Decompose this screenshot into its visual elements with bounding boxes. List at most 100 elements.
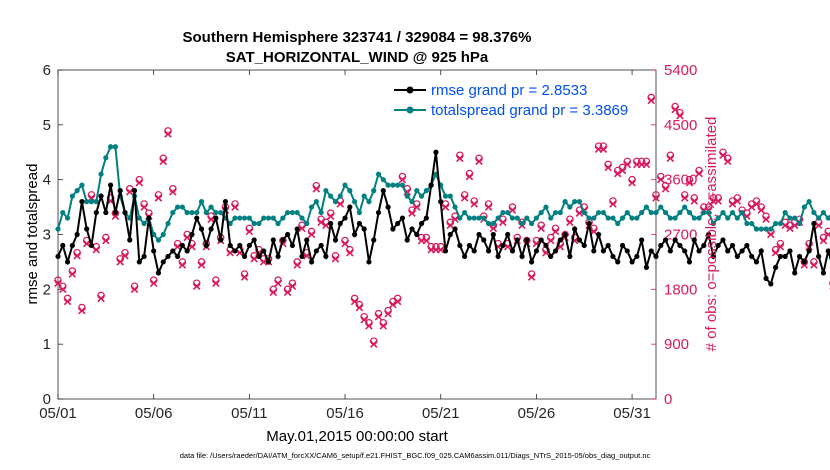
totalspread-point (820, 209, 827, 216)
totalspread-point (414, 188, 420, 194)
totalspread-point (634, 215, 640, 221)
totalspread-point (773, 220, 779, 227)
rmse-point (399, 215, 406, 221)
rmse-point (763, 275, 769, 281)
rmse-point (452, 226, 458, 232)
totalspread-point (787, 215, 793, 221)
obs-assimilated-point (78, 306, 86, 315)
rmse-point (170, 248, 176, 254)
totalspread-point (696, 215, 702, 221)
totalspread-point (165, 220, 171, 227)
obs-assimilated-point (298, 224, 306, 233)
obs-assimilated-point (293, 261, 301, 269)
obs-assimilated-point (413, 203, 421, 211)
obs-assimilated-point (68, 270, 77, 278)
rmse-point (261, 248, 267, 254)
rmse-point (227, 242, 233, 249)
obs-assimilated-point (546, 236, 555, 245)
totalspread-point (749, 220, 755, 227)
totalspread-point (356, 209, 362, 216)
obs-assimilated-point (661, 185, 670, 193)
obs-assimilated-point (379, 322, 388, 330)
rmse-point (749, 253, 755, 260)
rmse-point (414, 231, 420, 238)
obs-assimilated-point (771, 249, 780, 257)
totalspread-point (514, 215, 520, 221)
rmse-point (538, 237, 544, 243)
rmse-point (796, 253, 803, 260)
rmse-point (265, 259, 272, 265)
rmse-point (514, 237, 520, 243)
totalspread-point (375, 171, 382, 177)
totalspread-point (543, 204, 549, 210)
rmse-point (782, 253, 788, 260)
totalspread-point (710, 220, 717, 227)
obs-assimilated-point (551, 227, 560, 236)
totalspread-point (218, 209, 224, 216)
obs-assimilated-point (790, 221, 799, 230)
totalspread-point (380, 177, 386, 183)
totalspread-point (246, 215, 252, 221)
obs-assimilated-point (623, 160, 632, 169)
totalspread-point (299, 215, 305, 221)
totalspread-point (615, 220, 621, 227)
rmse-point (643, 264, 650, 270)
rmse-point (701, 242, 707, 249)
obs-assimilated-point (537, 224, 545, 233)
obs-assimilated-point (97, 294, 105, 303)
rmse-point (773, 264, 779, 270)
totalspread-point (490, 220, 496, 227)
obs-assimilated-point (250, 255, 258, 263)
totalspread-point (586, 215, 592, 221)
rmse-point (825, 248, 830, 254)
totalspread-point (825, 215, 830, 221)
obs-assimilated-point (657, 175, 665, 184)
totalspread-point (481, 215, 487, 221)
y-right-tick-label: 1800 (664, 281, 697, 298)
y-right-tick-label: 0 (664, 391, 672, 408)
rmse-point (160, 259, 166, 265)
totalspread-point (538, 209, 544, 216)
rmse-point (777, 253, 783, 260)
obs-assimilated-point (733, 197, 742, 205)
totalspread-point (232, 215, 238, 221)
rmse-point (658, 242, 664, 249)
rmse-point (696, 248, 702, 254)
rmse-point (337, 220, 343, 227)
totalspread-point (682, 204, 688, 210)
obs-assimilated-point (63, 297, 72, 306)
totalspread-point (347, 188, 353, 194)
rmse-point (64, 259, 71, 265)
obs-assimilated-point (685, 178, 694, 187)
obs-assimilated-point (169, 188, 177, 196)
totalspread-point (108, 144, 114, 150)
totalspread-point (729, 209, 736, 216)
totalspread-point (390, 182, 396, 188)
totalspread-point (404, 193, 410, 199)
rmse-point (395, 220, 401, 227)
obs-assimilated-point (719, 151, 727, 160)
obs-assimilated-point (154, 194, 163, 202)
rmse-point (270, 237, 276, 243)
rmse-point (117, 188, 123, 194)
obs-assimilated-point (671, 105, 679, 114)
rmse-point (232, 248, 238, 254)
rmse-point (184, 248, 190, 254)
obs-assimilated-point (269, 288, 278, 297)
totalspread-point (572, 199, 578, 205)
totalspread-point (753, 226, 760, 232)
totalspread-point (629, 215, 635, 221)
rmse-point (218, 237, 224, 243)
y-axis-label-right: # of obs: o=possible; ×=assimilated (703, 117, 720, 352)
rmse-point (136, 259, 142, 265)
obs-assimilated-point (714, 197, 722, 205)
totalspread-point (285, 209, 291, 216)
rmse-point (371, 237, 377, 243)
obs-assimilated-point (456, 154, 464, 163)
totalspread-point (179, 204, 185, 210)
rmse-point (481, 237, 487, 243)
obs-assimilated-point (130, 285, 139, 294)
totalspread-point (418, 193, 425, 199)
obs-assimilated-point (125, 188, 134, 196)
y-tick-labels-left: 0 1 2 3 4 5 6 (43, 62, 51, 408)
